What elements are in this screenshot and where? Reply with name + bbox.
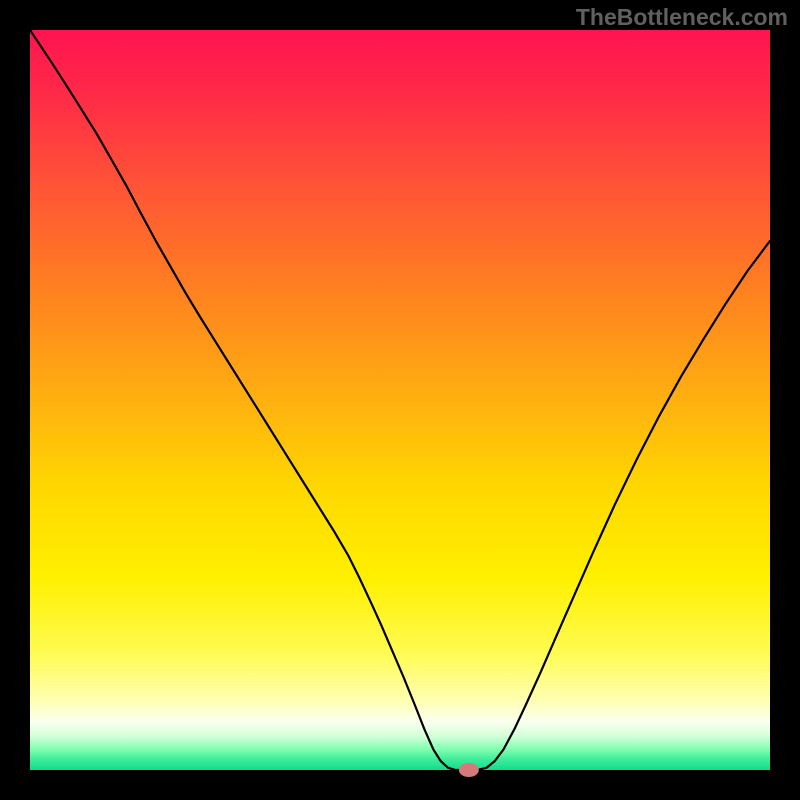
chart-svg: [0, 0, 800, 800]
plot-background: [30, 30, 770, 770]
chart-container: TheBottleneck.com: [0, 0, 800, 800]
watermark-text: TheBottleneck.com: [576, 4, 788, 31]
optimum-marker: [459, 763, 479, 777]
